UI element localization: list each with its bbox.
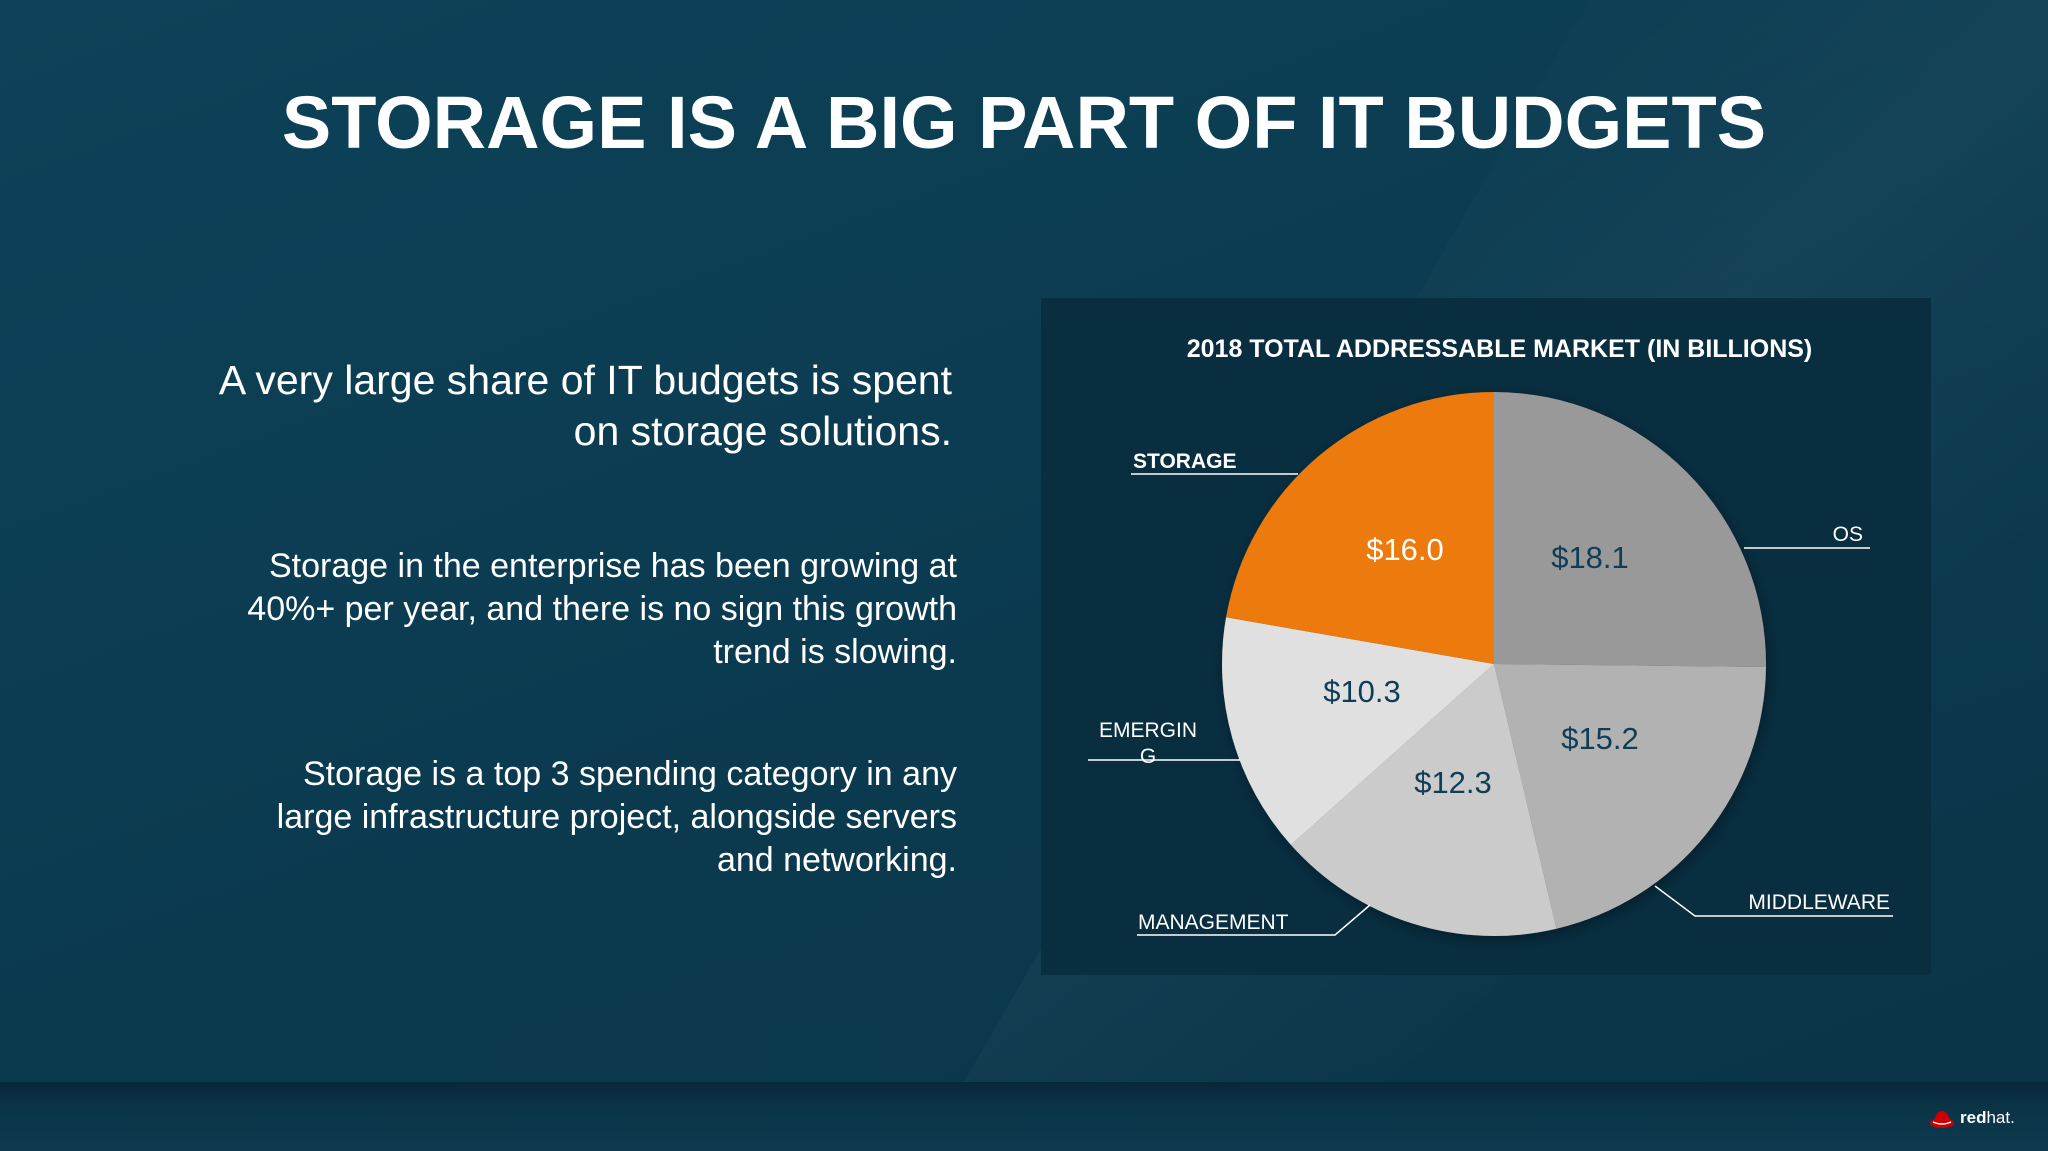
category-label: MIDDLEWARE — [1748, 891, 1890, 914]
category-label: EMERGIN — [1099, 719, 1197, 742]
pie-slice-emerging — [1222, 617, 1494, 845]
category-label: G — [1140, 745, 1156, 768]
slice-value-label: $10.3 — [1323, 674, 1401, 709]
category-label: OS — [1833, 523, 1863, 546]
pie-slice-middleware — [1494, 664, 1766, 929]
spending-paragraph: Storage is a top 3 spending category in … — [140, 753, 957, 882]
lead-text: A very large share of IT budgets is spen… — [140, 355, 952, 457]
pie-slice-os — [1494, 392, 1766, 667]
redhat-logo-text: redhat. — [1960, 1108, 2015, 1127]
category-label: MANAGEMENT — [1138, 911, 1289, 934]
footer-bar — [0, 1082, 2048, 1151]
lead-line-2: on storage solutions. — [573, 408, 952, 454]
growth-line-1: Storage in the enterprise has been growi… — [268, 547, 957, 585]
chart-title: 2018 TOTAL ADDRESSABLE MARKET (IN BILLIO… — [1186, 335, 1813, 363]
callout-line — [1654, 885, 1893, 917]
growth-line-2: 40%+ per year, and there is no sign this… — [247, 590, 957, 628]
spending-line-3: and networking. — [716, 841, 957, 879]
growth-line-3: trend is slowing. — [713, 633, 957, 671]
spending-line-1: Storage is a top 3 spending category in … — [303, 755, 957, 793]
callout-line — [1137, 904, 1371, 936]
spending-line-2: large infrastructure project, alongside … — [276, 798, 957, 836]
redhat-logo-icon — [1930, 1111, 1954, 1128]
slice-value-label: $16.0 — [1366, 532, 1444, 567]
growth-paragraph: Storage in the enterprise has been growi… — [140, 545, 957, 674]
slide-title: STORAGE IS A BIG PART OF IT BUDGETS — [281, 81, 1767, 164]
category-label: STORAGE — [1133, 450, 1236, 473]
pie-slice-storage — [1226, 392, 1494, 664]
slice-value-label: $12.3 — [1414, 765, 1492, 800]
slice-value-label: $18.1 — [1551, 540, 1629, 575]
pie-slice-management — [1290, 664, 1557, 936]
slice-value-label: $15.2 — [1561, 721, 1639, 756]
lead-line-1: A very large share of IT budgets is spen… — [218, 357, 952, 403]
